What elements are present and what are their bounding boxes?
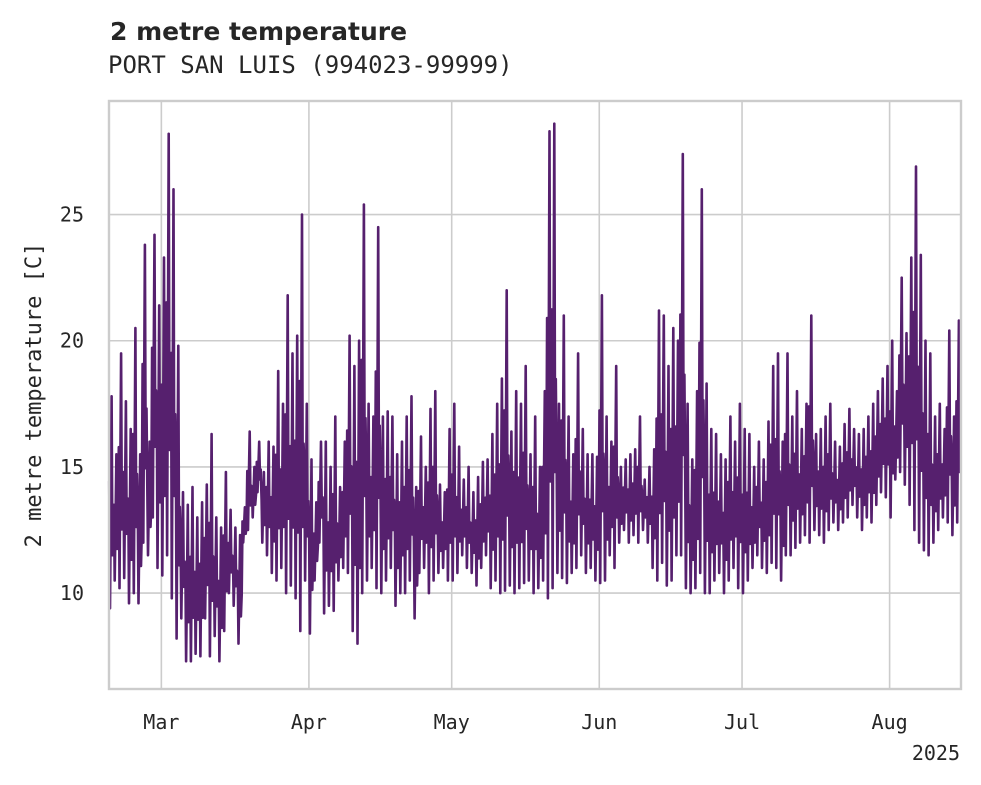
x-tick-label: Aug bbox=[872, 710, 908, 734]
grid-lines bbox=[109, 101, 961, 689]
y-axis-label: 2 metre temperature [C] bbox=[22, 243, 47, 548]
x-axis-ticks: Mar Apr May Jun Jul Aug bbox=[143, 710, 907, 734]
y-tick-label: 15 bbox=[60, 455, 84, 479]
x-tick-label: Apr bbox=[291, 710, 327, 734]
x-tick-label: May bbox=[434, 710, 470, 734]
x-tick-label: Jun bbox=[581, 710, 617, 734]
x-tick-label: Mar bbox=[143, 710, 179, 734]
y-tick-label: 25 bbox=[60, 203, 84, 227]
y-axis-ticks: 10 15 20 25 bbox=[60, 203, 84, 606]
temperature-series-line bbox=[107, 122, 962, 663]
y-tick-label: 20 bbox=[60, 329, 84, 353]
y-tick-label: 10 bbox=[60, 581, 84, 605]
x-tick-label: Jul bbox=[724, 710, 760, 734]
plot-frame bbox=[107, 99, 963, 691]
chart-title: 2 metre temperature bbox=[110, 17, 407, 46]
x-axis-year-label: 2025 bbox=[912, 741, 960, 765]
chart-subtitle: PORT SAN LUIS (994023-99999) bbox=[108, 51, 513, 79]
